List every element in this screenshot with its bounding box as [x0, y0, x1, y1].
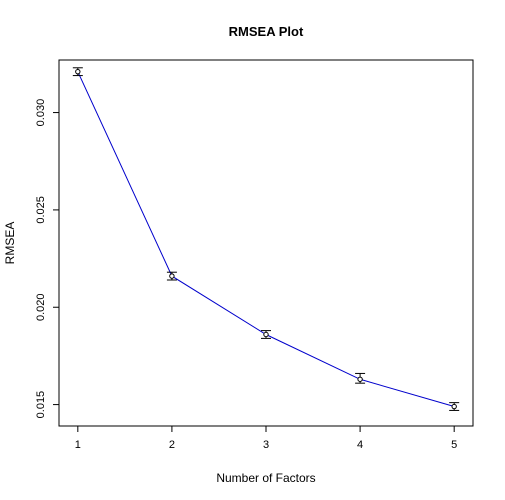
y-tick-label: 0.030 — [35, 99, 47, 127]
data-point — [75, 68, 81, 75]
data-point — [451, 403, 457, 410]
y-tick-label: 0.015 — [35, 391, 47, 419]
x-tick-label: 2 — [169, 439, 175, 451]
y-axis: 0.015 0.020 0.025 0.030 — [35, 99, 59, 419]
x-tick-label: 4 — [357, 439, 363, 451]
y-axis-label: RMSEA — [3, 222, 17, 265]
chart-title: RMSEA Plot — [229, 24, 304, 39]
x-tick-label: 5 — [451, 439, 457, 451]
x-tick-label: 1 — [75, 439, 81, 451]
y-tick-label: 0.025 — [35, 196, 47, 224]
data-point — [169, 273, 175, 279]
data-point — [357, 376, 363, 382]
y-tick-label: 0.020 — [35, 293, 47, 321]
series-layer — [72, 67, 460, 411]
x-tick-label: 3 — [263, 439, 269, 451]
data-point — [263, 331, 269, 338]
x-axis: 1 2 3 4 5 — [75, 426, 457, 451]
x-axis-label: Number of Factors — [216, 471, 315, 485]
